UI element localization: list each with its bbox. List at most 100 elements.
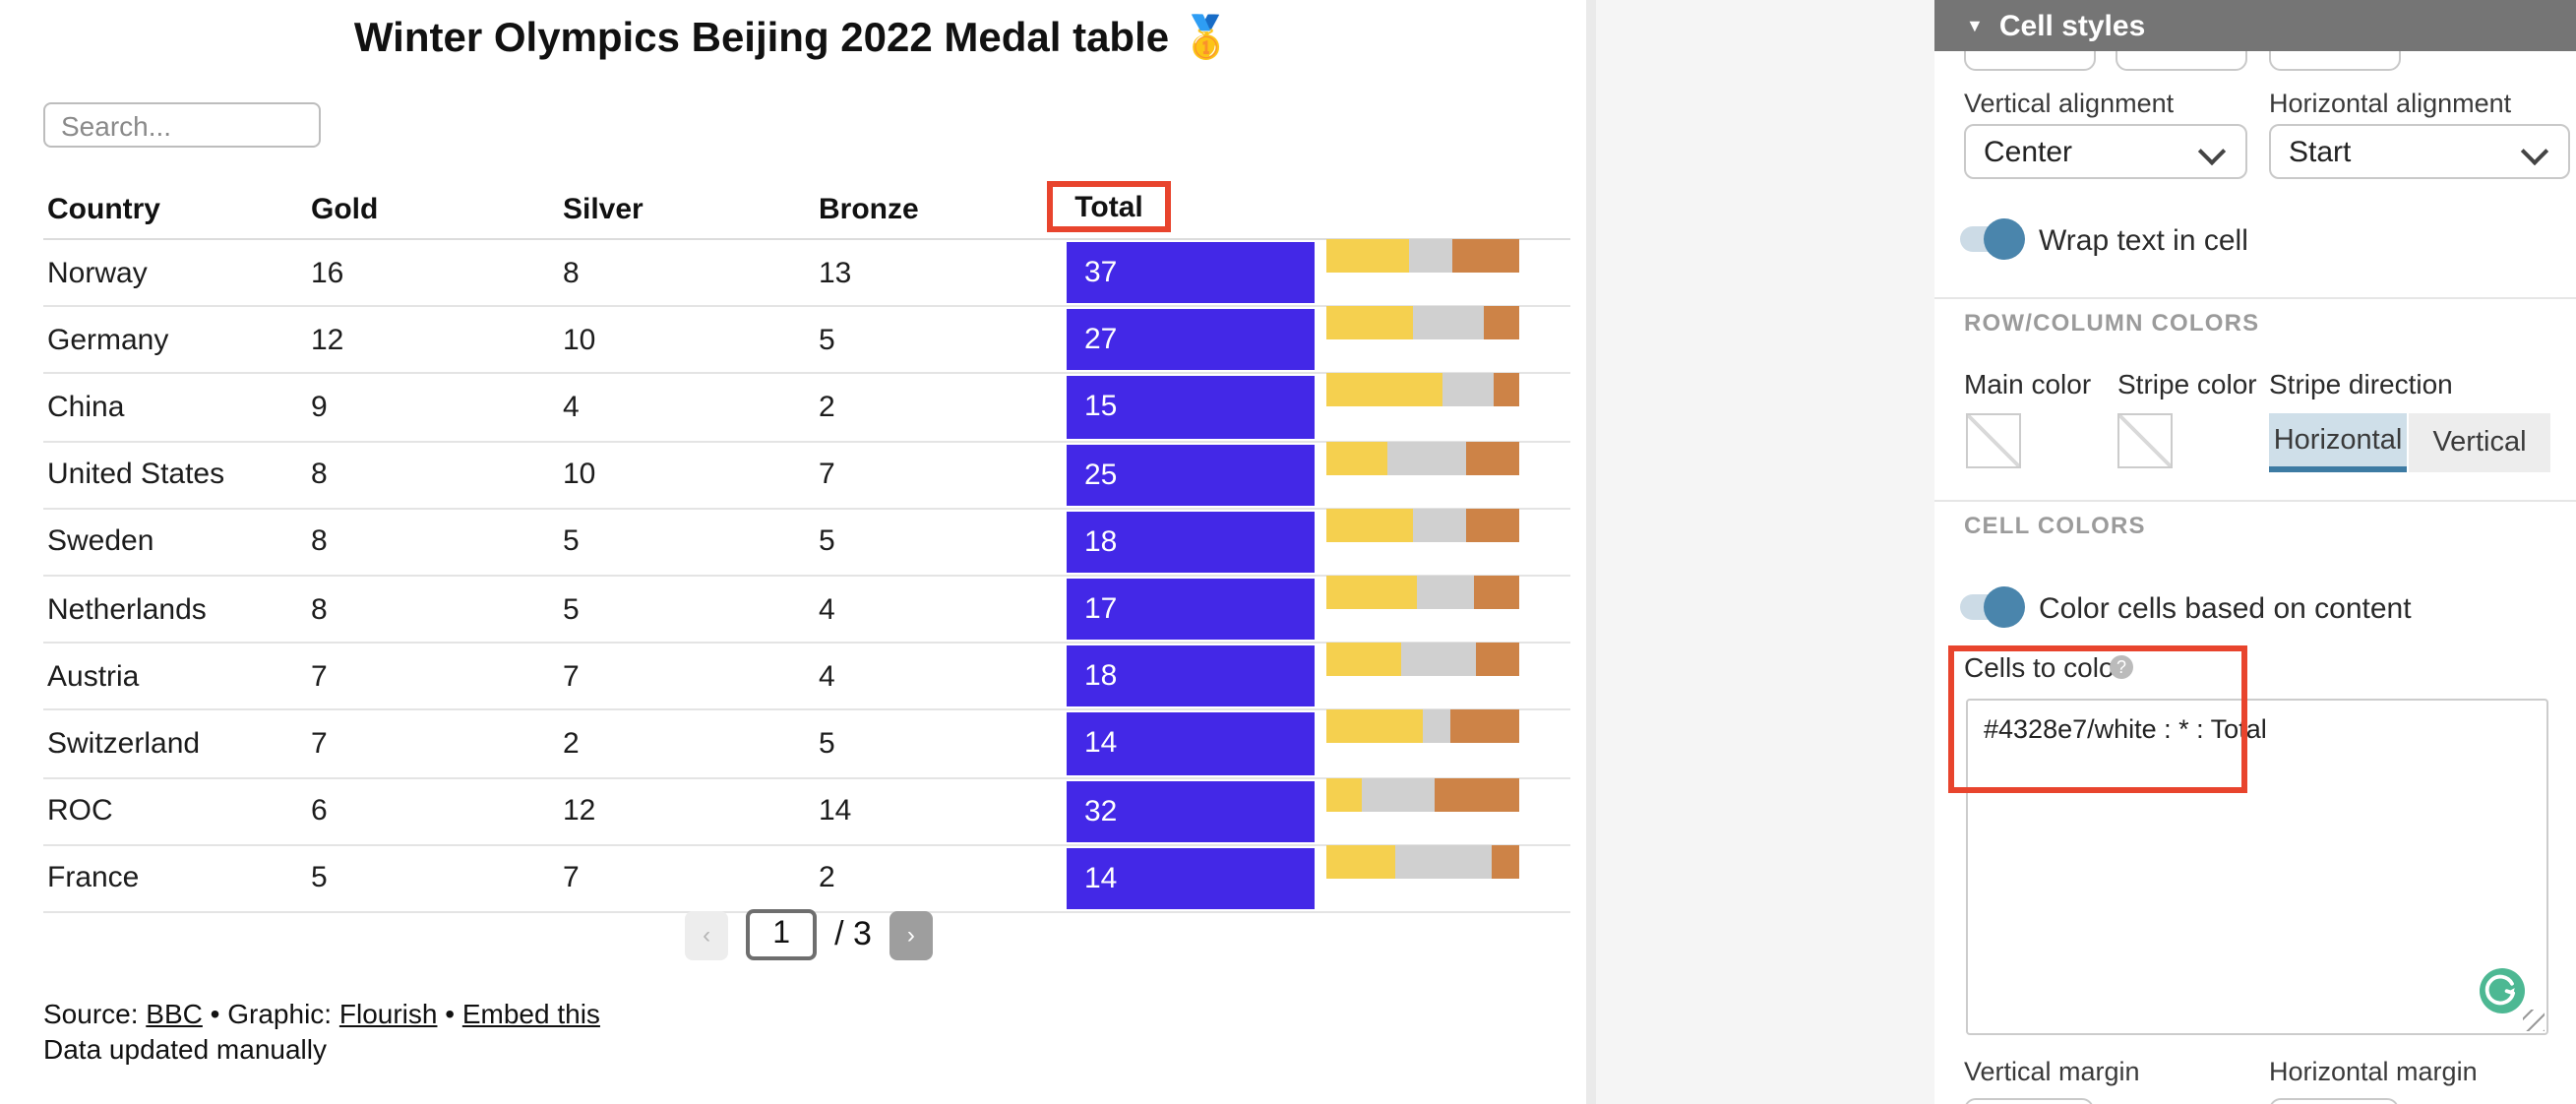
vertical-margin-label: Vertical margin xyxy=(1964,1057,2140,1086)
cell-bronze: 7 xyxy=(819,458,835,492)
grammarly-icon[interactable] xyxy=(2480,968,2525,1013)
cell-country: United States xyxy=(47,458,225,492)
cell-gold: 16 xyxy=(311,256,344,290)
previous-page-button[interactable]: ‹ xyxy=(685,910,729,959)
help-icon[interactable]: ? xyxy=(2110,655,2133,679)
bronze-bar-segment xyxy=(1450,709,1519,744)
medal-stacked-bar xyxy=(1326,777,1519,811)
silver-bar-segment xyxy=(1441,373,1494,407)
visualization-preview: Winter Olympics Beijing 2022 Medal table… xyxy=(43,16,1570,1067)
cell-country: Sweden xyxy=(47,524,154,559)
main-color-label: Main color xyxy=(1964,368,2092,399)
cell-silver: 7 xyxy=(563,659,580,694)
column-header-total-highlighted: Total xyxy=(1047,181,1171,232)
bronze-bar-segment xyxy=(1465,441,1519,475)
total-cell: 14 xyxy=(1067,712,1315,774)
column-header-gold: Gold xyxy=(311,193,379,226)
silver-bar-segment xyxy=(1423,709,1450,744)
page-count-label: / 3 xyxy=(834,915,872,952)
horizontal-margin-label: Horizontal margin xyxy=(2269,1057,2478,1086)
footer-credit-line: Source: BBC • Graphic: Flourish • Embed … xyxy=(43,996,600,1031)
cell-country: Switzerland xyxy=(47,726,201,761)
cell-bronze: 5 xyxy=(819,524,835,559)
gold-bar-segment xyxy=(1326,441,1388,475)
cell-styles-section-header[interactable]: ▼ Cell styles xyxy=(1934,0,2576,51)
viz-footer: Source: BBC • Graphic: Flourish • Embed … xyxy=(43,996,600,1067)
stripe-color-swatch[interactable] xyxy=(2117,413,2173,468)
cell-gold: 8 xyxy=(311,592,328,627)
flourish-link[interactable]: Flourish xyxy=(338,998,438,1029)
cell-silver: 10 xyxy=(563,323,596,357)
cells-to-color-textarea[interactable]: #4328e7/white : * : Total xyxy=(1966,699,2548,1035)
medal-stacked-bar xyxy=(1326,306,1519,340)
table-header-row: Country Gold Silver Bronze Total xyxy=(43,181,1570,240)
gold-bar-segment xyxy=(1326,575,1418,609)
cells-to-color-label: Cells to color xyxy=(1964,651,2123,683)
gold-bar-segment xyxy=(1326,844,1395,879)
gold-bar-segment xyxy=(1326,239,1410,273)
wrap-text-label: Wrap text in cell xyxy=(2039,224,2248,258)
bronze-bar-segment xyxy=(1473,575,1519,609)
embed-this-link[interactable]: Embed this xyxy=(461,998,600,1029)
table-row: Switzerland 7 2 5 14 xyxy=(43,709,1570,778)
total-cell: 18 xyxy=(1067,645,1315,707)
page-number-input[interactable] xyxy=(746,909,818,960)
vertical-margin-input[interactable] xyxy=(1964,1098,2094,1104)
silver-bar-segment xyxy=(1401,643,1477,677)
silver-bar-segment xyxy=(1417,575,1474,609)
total-cell: 14 xyxy=(1067,847,1315,909)
cell-gold: 7 xyxy=(311,659,328,694)
medal-stacked-bar xyxy=(1326,239,1519,273)
color-cells-toggle-knob[interactable] xyxy=(1984,586,2025,628)
cell-gold: 6 xyxy=(311,794,328,828)
chevron-down-icon xyxy=(2197,137,2227,166)
total-cell: 32 xyxy=(1067,780,1315,842)
column-header-bronze: Bronze xyxy=(819,193,919,226)
horizontal-margin-input[interactable] xyxy=(2269,1098,2399,1104)
main-color-swatch[interactable] xyxy=(1966,413,2021,468)
vertical-alignment-select[interactable]: Center xyxy=(1964,124,2247,179)
cell-gold: 7 xyxy=(311,726,328,761)
table-row: Netherlands 8 5 4 17 xyxy=(43,575,1570,644)
cell-country: Austria xyxy=(47,659,140,694)
textarea-resize-handle[interactable] xyxy=(2523,1010,2545,1031)
cell-gold: 9 xyxy=(311,390,328,424)
cell-country: China xyxy=(47,390,125,424)
source-label: Source: xyxy=(43,998,139,1029)
gold-bar-segment xyxy=(1326,709,1423,744)
cell-silver: 12 xyxy=(563,794,596,828)
collapse-icon: ▼ xyxy=(1966,16,1984,35)
horizontal-alignment-value: Start xyxy=(2289,135,2352,168)
stripe-direction-horizontal-button[interactable]: Horizontal xyxy=(2269,413,2407,472)
bronze-bar-segment xyxy=(1476,643,1519,677)
stripe-direction-vertical-button[interactable]: Vertical xyxy=(2409,413,2550,472)
table-row: China 9 4 2 15 xyxy=(43,373,1570,443)
cell-bronze: 4 xyxy=(819,659,835,694)
gold-bar-segment xyxy=(1326,508,1413,542)
cell-silver: 8 xyxy=(563,256,580,290)
horizontal-alignment-label: Horizontal alignment xyxy=(2269,89,2512,118)
viz-title: Winter Olympics Beijing 2022 Medal table… xyxy=(353,16,1233,61)
total-cell: 17 xyxy=(1067,578,1315,641)
stripe-color-label: Stripe color xyxy=(2117,368,2257,399)
cell-silver: 2 xyxy=(563,726,580,761)
source-link[interactable]: BBC xyxy=(146,998,203,1029)
total-cell: 27 xyxy=(1067,309,1315,371)
cell-country: Germany xyxy=(47,323,169,357)
wrap-text-toggle-knob[interactable] xyxy=(1984,218,2025,260)
bullet-separator: • xyxy=(210,998,220,1029)
silver-bar-segment xyxy=(1412,508,1466,542)
column-header-country: Country xyxy=(47,193,160,226)
horizontal-alignment-select[interactable]: Start xyxy=(2269,124,2570,179)
graphic-label: Graphic: xyxy=(227,998,333,1029)
vertical-alignment-value: Center xyxy=(1984,135,2073,168)
vertical-alignment-label: Vertical alignment xyxy=(1964,89,2175,118)
search-input[interactable] xyxy=(43,102,321,148)
next-page-button[interactable]: › xyxy=(889,910,933,959)
settings-panel: ▼ Cell styles Vertical alignment Horizon… xyxy=(1934,0,2576,1104)
medal-stacked-bar xyxy=(1326,441,1519,475)
preview-scrollbar[interactable] xyxy=(1586,0,1596,1104)
cell-bronze: 2 xyxy=(819,390,835,424)
cell-silver: 5 xyxy=(563,592,580,627)
cell-country: ROC xyxy=(47,794,113,828)
